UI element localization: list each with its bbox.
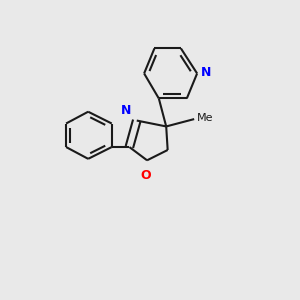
Text: Me: Me: [196, 112, 213, 123]
Text: N: N: [201, 66, 211, 80]
Text: N: N: [121, 104, 131, 117]
Text: O: O: [140, 169, 151, 182]
